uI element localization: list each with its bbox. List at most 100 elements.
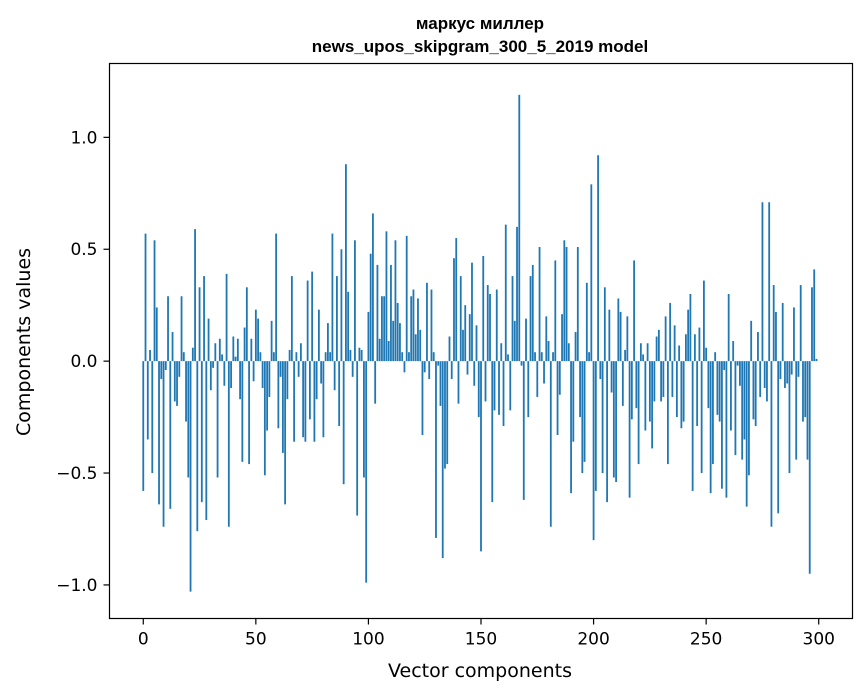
bar: [347, 291, 350, 362]
bar: [732, 341, 735, 362]
bar: [536, 361, 539, 397]
bar: [439, 361, 442, 406]
bar: [392, 320, 395, 362]
bar: [324, 352, 327, 362]
bar: [527, 361, 530, 418]
bar: [594, 361, 597, 491]
bar: [646, 343, 649, 362]
bar: [236, 338, 239, 362]
bar: [151, 361, 154, 474]
bar: [513, 320, 516, 362]
bar: [270, 320, 273, 362]
bar: [680, 361, 683, 429]
bar: [444, 361, 446, 469]
bar: [743, 361, 746, 440]
bar: [448, 336, 451, 362]
bar: [725, 361, 728, 498]
bar: [266, 361, 269, 431]
bar: [763, 361, 766, 388]
bar: [196, 361, 199, 532]
bar: [205, 361, 208, 521]
chart-subtitle: news_upos_skipgram_300_5_2019 model: [312, 37, 648, 56]
bar: [655, 336, 658, 362]
bar: [745, 361, 748, 507]
bar: [369, 253, 372, 362]
bar: [432, 352, 435, 362]
bar: [275, 233, 278, 362]
plot-frame: [108, 62, 854, 620]
y-tick-label: −0.5: [56, 464, 97, 484]
bar: [673, 325, 676, 362]
bar: [327, 323, 329, 362]
bar: [581, 361, 584, 474]
bar: [378, 338, 381, 362]
x-tick-label: 200: [577, 630, 609, 650]
bar: [473, 361, 476, 386]
bar: [164, 361, 167, 371]
bar: [396, 302, 399, 362]
bar: [263, 361, 266, 476]
bar: [430, 289, 433, 362]
bar: [381, 296, 383, 362]
bar: [223, 361, 226, 386]
bar: [155, 307, 158, 362]
bar: [601, 361, 604, 474]
bar: [480, 361, 482, 552]
bar: [709, 361, 712, 494]
bar: [806, 361, 809, 460]
bar: [423, 361, 426, 373]
bar: [288, 349, 291, 362]
bar: [691, 361, 694, 491]
bar: [453, 258, 455, 362]
bar: [489, 294, 491, 362]
bar: [394, 240, 397, 362]
x-tick-label: 100: [352, 630, 384, 650]
bar: [180, 296, 183, 362]
bar: [187, 361, 190, 478]
bar: [775, 311, 777, 362]
bar: [390, 264, 392, 362]
bar: [518, 94, 521, 362]
bar: [281, 361, 284, 453]
bar: [730, 361, 732, 431]
bar: [689, 294, 692, 362]
bar: [284, 361, 287, 505]
bar: [414, 334, 417, 362]
bar: [576, 247, 579, 362]
x-tick-label: 50: [245, 630, 267, 650]
bar: [712, 361, 714, 465]
bar: [410, 296, 413, 362]
bar: [464, 305, 467, 362]
bar: [252, 361, 255, 382]
bar: [405, 235, 408, 362]
bar: [173, 361, 176, 402]
bar: [317, 309, 320, 362]
x-tick-label: 300: [803, 630, 835, 650]
bar: [716, 361, 719, 415]
bar: [360, 349, 363, 362]
x-tick-label: 0: [138, 630, 149, 650]
bar: [608, 309, 611, 362]
bar: [241, 361, 244, 462]
bar: [218, 338, 221, 362]
bar: [781, 302, 784, 362]
bar: [777, 361, 780, 514]
bar: [687, 309, 690, 362]
bar: [511, 276, 514, 362]
bar: [633, 260, 635, 362]
bar: [779, 361, 782, 380]
bar: [254, 309, 257, 362]
y-tick-label: 1.0: [70, 128, 97, 148]
bar: [525, 318, 527, 362]
bar: [365, 361, 368, 583]
bar: [529, 276, 532, 362]
bar: [234, 356, 237, 362]
bar: [459, 276, 462, 362]
bar: [142, 361, 145, 491]
bar: [718, 361, 721, 422]
bar: [669, 302, 672, 362]
bar: [770, 361, 773, 527]
bar: [804, 361, 807, 418]
bar: [419, 329, 422, 362]
